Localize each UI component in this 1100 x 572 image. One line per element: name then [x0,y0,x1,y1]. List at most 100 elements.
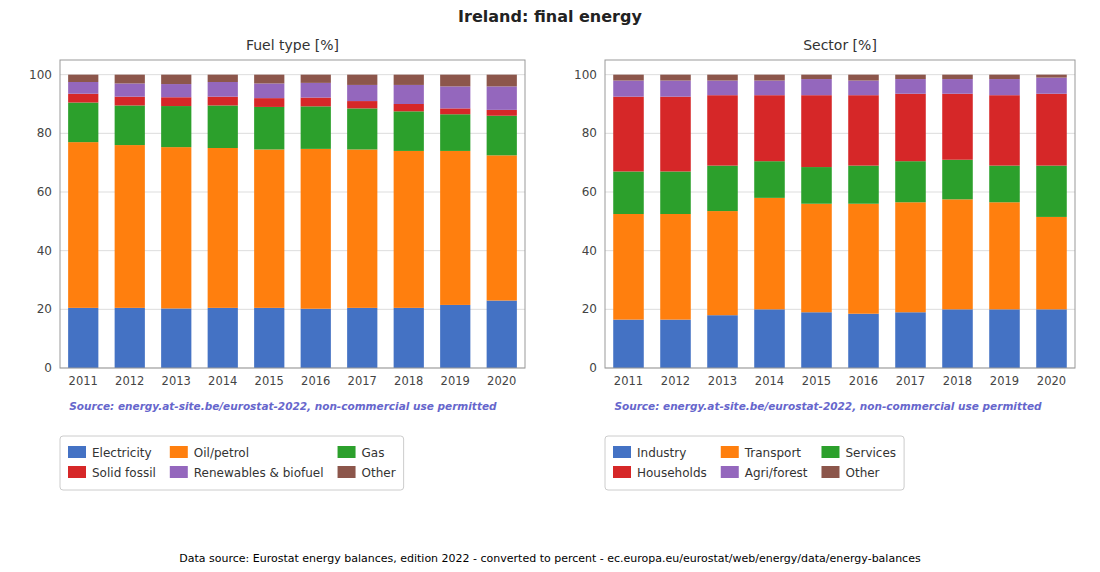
bar [613,214,644,320]
bar [754,198,785,309]
bar [895,202,926,312]
bar [440,305,470,368]
x-tick-label: 2014 [208,374,237,388]
bars [68,75,517,368]
bar [440,108,470,114]
x-tick-label: 2013 [708,374,737,388]
bar [848,204,879,314]
y-tick-label: 100 [574,68,597,82]
y-tick-label: 20 [582,302,597,316]
bar [895,75,926,79]
bar [254,98,284,107]
bar [68,94,98,103]
x-tick-label: 2014 [755,374,784,388]
x-tick-label: 2012 [661,374,690,388]
x-tick-label: 2019 [441,374,470,388]
bar [115,308,145,368]
bar [989,202,1020,309]
bar [989,95,1020,165]
bar [660,320,691,368]
legend-swatch [338,466,356,478]
legend-label: Solid fossil [92,466,156,480]
bar [707,95,738,165]
bar [942,160,973,200]
legend-item: Households [613,466,707,480]
bar [440,86,470,108]
bar [989,309,1020,368]
legend-swatch [338,446,356,458]
bar [801,79,832,95]
bar [1036,217,1067,309]
legend-label: Renewables & biofuel [194,466,324,480]
legend-label: Industry [637,446,686,460]
legend-label: Electricity [92,446,152,460]
bar [707,81,738,96]
bar [848,95,879,165]
bar [161,147,191,308]
y-tick-label: 20 [37,302,52,316]
bar [208,97,238,106]
bar [801,75,832,79]
bar [347,75,377,85]
x-tick-label: 2018 [394,374,423,388]
plot-frame [605,60,1075,368]
bar [208,148,238,308]
legend-swatch [170,466,188,478]
bar [754,81,785,96]
y-tick-label: 0 [44,361,52,375]
bar [394,104,424,111]
legend-item: Oil/petrol [170,446,249,460]
bar [1036,166,1067,217]
legend-item: Renewables & biofuel [170,466,324,480]
bar [487,301,517,368]
bar [301,309,331,368]
y-tick-label: 80 [37,126,52,140]
bar [254,75,284,84]
bar [161,97,191,106]
bar [895,312,926,368]
bar [801,204,832,313]
bar [394,308,424,368]
panel: Fuel type [%]020406080100201120122013201… [29,37,525,490]
bar [115,97,145,106]
x-tick-label: 2016 [301,374,330,388]
legend-item: Services [821,446,896,460]
bar [68,82,98,94]
legend-label: Services [845,446,896,460]
legend-label: Households [637,466,707,480]
y-tick-label: 0 [589,361,597,375]
legend-item: Industry [613,446,686,460]
bar [68,142,98,308]
bar [613,171,644,214]
bar [942,309,973,368]
y-tick-label: 40 [582,244,597,258]
bar [895,94,926,161]
bar [301,98,331,107]
bar [801,312,832,368]
legend-item: Agri/forest [721,466,808,480]
bar [394,75,424,85]
bar [660,214,691,320]
bar [301,75,331,83]
bars [613,75,1067,368]
x-tick-label: 2017 [348,374,377,388]
bar [848,75,879,81]
bar [115,105,145,145]
bar [942,75,973,79]
legend-item: Transport [721,446,802,460]
bar [347,149,377,307]
bar [895,79,926,94]
y-tick-label: 60 [37,185,52,199]
legend-swatch [721,446,739,458]
bar [394,85,424,104]
x-tick-label: 2015 [802,374,831,388]
bar [707,315,738,368]
bar [660,75,691,81]
bar [848,314,879,368]
bar [801,95,832,167]
bar [440,75,470,87]
bar [613,320,644,368]
legend-swatch [721,466,739,478]
bar [707,75,738,81]
bar [301,106,331,149]
